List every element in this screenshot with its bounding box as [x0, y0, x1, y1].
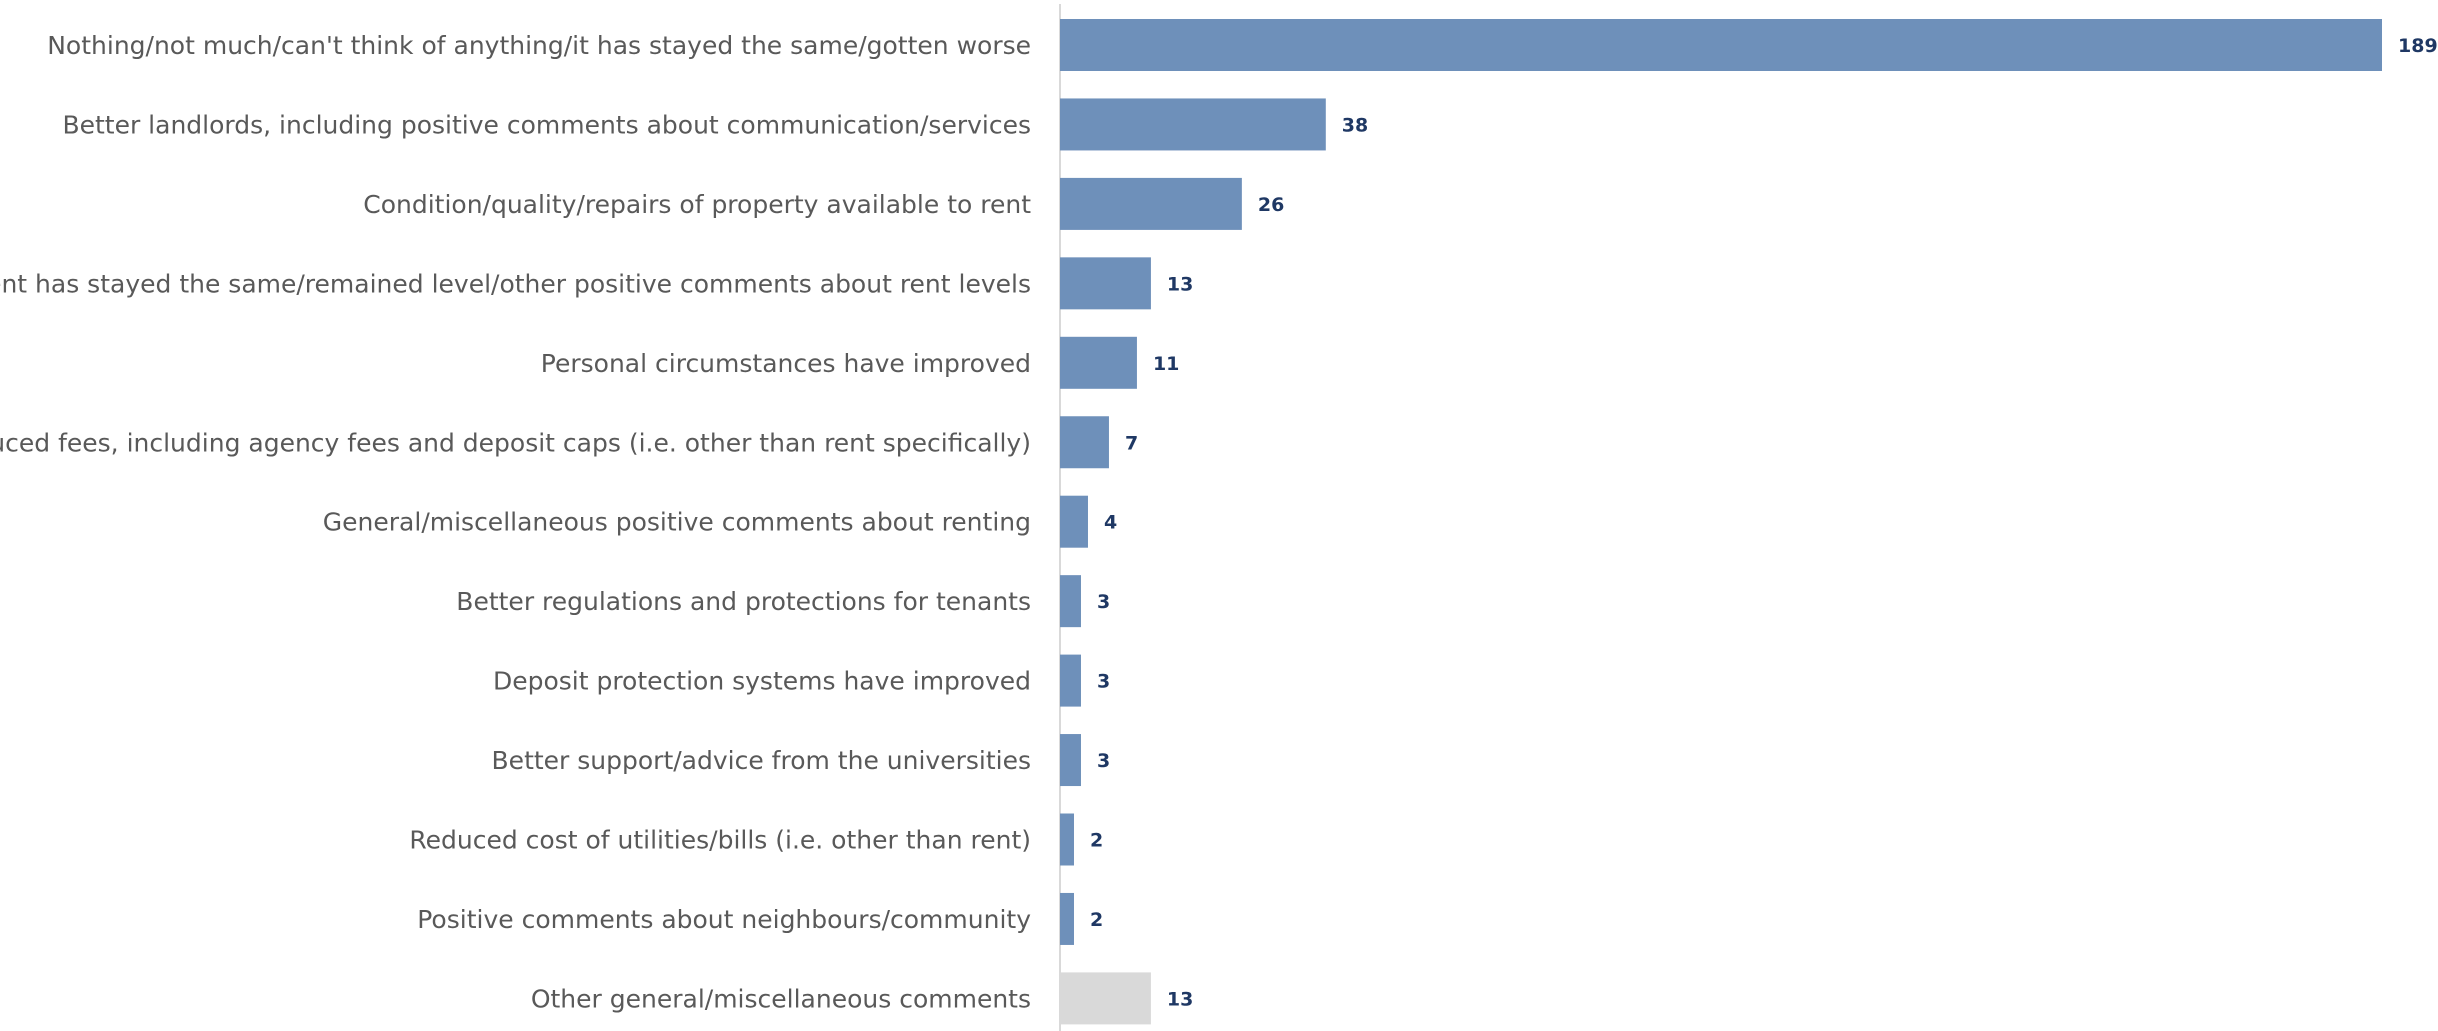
- bar: [1060, 495, 1088, 548]
- data-label: 189: [2398, 35, 2438, 57]
- category-label: Better support/advice from the universit…: [492, 746, 1031, 775]
- data-label: 2: [1090, 909, 1103, 931]
- bar: [1060, 892, 1074, 945]
- data-label: 3: [1097, 591, 1110, 613]
- category-label: Condition/quality/repairs of property av…: [363, 190, 1031, 219]
- bar: [1060, 654, 1081, 707]
- category-label: Positive comments about neighbours/commu…: [417, 905, 1031, 934]
- category-label: Deposit protection systems have improved: [493, 667, 1031, 696]
- category-label: Nothing/not much/can't think of anything…: [47, 31, 1031, 60]
- bar: [1060, 575, 1081, 628]
- bar: [1060, 19, 2382, 71]
- data-label: 4: [1104, 512, 1117, 534]
- bar: [1060, 972, 1151, 1025]
- bar: [1060, 257, 1151, 310]
- data-label: 13: [1167, 988, 1193, 1010]
- data-label: 2: [1090, 830, 1103, 852]
- bar: [1060, 336, 1137, 389]
- category-label: Better landlords, including positive com…: [62, 110, 1031, 139]
- bar: [1060, 734, 1081, 787]
- data-label: 13: [1167, 273, 1193, 295]
- bar: [1060, 813, 1074, 866]
- category-label: Rent has stayed the same/remained level/…: [0, 269, 1031, 298]
- data-label: 3: [1097, 750, 1110, 772]
- category-label: Reduced cost of utilities/bills (i.e. ot…: [409, 826, 1031, 855]
- bar: [1060, 98, 1326, 151]
- data-label: 3: [1097, 671, 1110, 693]
- category-label: Reduced fees, including agency fees and …: [0, 428, 1031, 457]
- bar: [1060, 416, 1109, 469]
- bar: [1060, 177, 1242, 230]
- category-label: General/miscellaneous positive comments …: [323, 508, 1031, 537]
- data-label: 7: [1125, 432, 1138, 454]
- category-label: Better regulations and protections for t…: [456, 587, 1031, 616]
- data-label: 38: [1342, 114, 1368, 136]
- category-label: Personal circumstances have improved: [541, 349, 1031, 378]
- chart-rows: Nothing/not much/can't think of anything…: [0, 19, 2438, 1025]
- data-label: 26: [1258, 194, 1284, 216]
- category-label: Other general/miscellaneous comments: [531, 984, 1031, 1013]
- data-label: 11: [1153, 353, 1179, 375]
